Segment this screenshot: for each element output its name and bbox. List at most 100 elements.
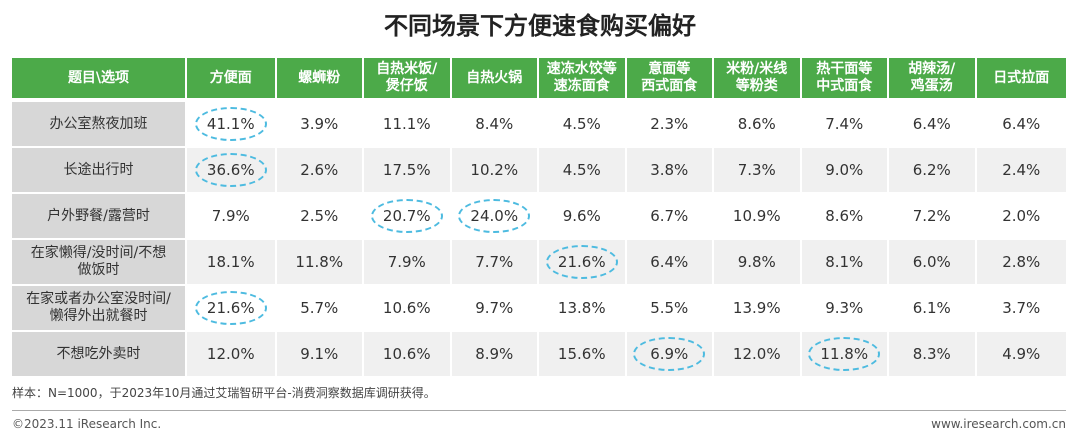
table-row: 在家懒得/没时间/不想 做饭时 18.1% 11.8% 7.9% 7.7% 21.6% 6.4… [12,240,1066,284]
value-cell: 12.0% [714,332,800,376]
value-text: 4.5% [562,115,601,133]
value-cell: 10.6% [364,286,450,330]
column-header: 螺蛳粉 [276,58,362,98]
value-text: 7.9% [387,253,426,271]
column-header: 热干面等 中式面食 [801,58,887,98]
value-text: 11.8% [820,345,869,363]
value-text: 9.0% [825,161,864,179]
sample-footnote: 样本：N=1000，于2023年10月通过艾瑞智研平台-消费洞察数据库调研获得。 [12,386,436,400]
value-text: 2.8% [1002,253,1041,271]
value-text: 7.7% [475,253,514,271]
value-cell: 7.3% [714,148,800,192]
website-text: www.iresearch.com.cn [931,417,1066,431]
preference-table: 题目\选项 方便面 螺蛳粉 自热米饭/煲仔饭 自热火锅 速冻水饺等 速冻面食 意面等 西式面食米… [12,58,1066,378]
value-text: 6.4% [1002,115,1041,133]
value-cell: 6.4% [626,240,712,284]
row-label: 办公室熬夜加班 [12,102,185,146]
value-cell: 13.8% [539,286,625,330]
value-cell: 2.5% [276,194,362,238]
row-label: 长途出行时 [12,148,185,192]
value-cell: 41.1% [187,102,275,146]
value-text: 24.0% [470,207,519,225]
value-text: 41.1% [206,115,255,133]
value-cell: 9.7% [451,286,537,330]
value-text: 7.9% [211,207,250,225]
value-text: 6.7% [650,207,689,225]
value-text: 2.5% [300,207,339,225]
value-cell: 2.4% [976,148,1066,192]
value-cell: 9.0% [801,148,887,192]
value-text: 10.6% [382,345,431,363]
value-cell: 2.8% [976,240,1066,284]
table-row: 办公室熬夜加班 41.1% 3.9% 11.1% 8.4% 4.5% 2.3% 8.6% 7.4… [12,102,1066,146]
value-text: 6.4% [912,115,951,133]
value-cell: 36.6% [187,148,275,192]
value-cell: 7.4% [801,102,887,146]
value-text: 2.3% [650,115,689,133]
value-cell: 7.2% [889,194,975,238]
column-header: 自热火锅 [451,58,537,98]
value-cell: 11.1% [364,102,450,146]
value-cell: 18.1% [187,240,275,284]
column-header: 意面等 西式面食 [626,58,712,98]
row-label: 在家懒得/没时间/不想 做饭时 [12,240,185,284]
value-text: 4.5% [562,161,601,179]
value-cell: 21.6% [187,286,275,330]
column-header: 方便面 [187,58,275,98]
value-text: 2.0% [1002,207,1041,225]
value-cell: 10.2% [451,148,537,192]
value-text: 9.1% [300,345,339,363]
value-text: 2.6% [300,161,339,179]
value-cell: 5.7% [276,286,362,330]
table-row: 在家或者办公室没时间/懒得外出就餐时 21.6% 5.7% 10.6% 9.7% 13.8… [12,286,1066,330]
header-corner: 题目\选项 [12,58,185,98]
value-cell: 10.6% [364,332,450,376]
value-text: 9.3% [825,299,864,317]
table-header-row: 题目\选项 方便面 螺蛳粉 自热米饭/煲仔饭 自热火锅 速冻水饺等 速冻面食 意面等 西式面食米… [12,58,1066,98]
value-cell: 21.6% [539,240,625,284]
table-row: 户外野餐/露营时 7.9% 2.5% 20.7% 24.0% 9.6% 6.7% 10.9% 8… [12,194,1066,238]
value-cell: 6.2% [889,148,975,192]
value-text: 3.9% [300,115,339,133]
value-text: 10.2% [470,161,519,179]
value-text: 8.6% [825,207,864,225]
value-text: 6.2% [912,161,951,179]
value-cell: 7.9% [364,240,450,284]
value-text: 36.6% [206,161,255,179]
value-text: 5.5% [650,299,689,317]
value-text: 6.9% [650,345,689,363]
value-cell: 8.6% [714,102,800,146]
value-text: 7.4% [825,115,864,133]
value-cell: 6.4% [976,102,1066,146]
value-cell: 8.1% [801,240,887,284]
value-text: 7.2% [912,207,951,225]
value-cell: 12.0% [187,332,275,376]
value-cell: 10.9% [714,194,800,238]
value-cell: 3.8% [626,148,712,192]
value-text: 20.7% [382,207,431,225]
value-cell: 13.9% [714,286,800,330]
value-text: 10.6% [382,299,431,317]
footer-divider [12,410,1066,411]
value-cell: 24.0% [451,194,537,238]
value-cell: 4.9% [976,332,1066,376]
row-label: 户外野餐/露营时 [12,194,185,238]
value-cell: 7.9% [187,194,275,238]
value-text: 3.8% [650,161,689,179]
value-cell: 4.5% [539,148,625,192]
value-cell: 17.5% [364,148,450,192]
value-cell: 7.7% [451,240,537,284]
value-cell: 5.5% [626,286,712,330]
value-text: 6.1% [912,299,951,317]
value-text: 13.8% [557,299,606,317]
value-text: 11.1% [382,115,431,133]
value-cell: 9.1% [276,332,362,376]
value-text: 9.7% [475,299,514,317]
value-cell: 6.7% [626,194,712,238]
chart-title: 不同场景下方便速食购买偏好 [384,12,696,40]
value-cell: 11.8% [801,332,887,376]
value-text: 8.3% [912,345,951,363]
value-cell: 6.4% [889,102,975,146]
value-cell: 9.3% [801,286,887,330]
column-header: 胡辣汤/鸡蛋汤 [889,58,975,98]
